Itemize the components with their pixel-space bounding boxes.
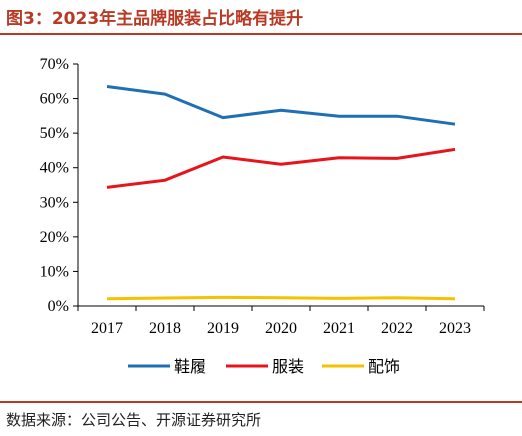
- series-line-2: [106, 147, 456, 189]
- legend-label-2: 服装: [272, 357, 304, 376]
- x-tick-label: 2022: [381, 320, 413, 337]
- y-tick-label: 60%: [40, 91, 69, 108]
- legend-label-1: 鞋履: [174, 357, 206, 376]
- series-lines: [106, 85, 456, 301]
- legend: 鞋履 服装 配饰: [128, 357, 400, 376]
- x-tick-label: 2020: [265, 320, 297, 337]
- x-tick-label: 2021: [323, 320, 355, 337]
- y-tick-label: 30%: [40, 194, 69, 211]
- x-axis: 2017 2018 2019 2020 2021 2022 2023: [77, 305, 485, 337]
- y-tick-label: 20%: [40, 229, 69, 246]
- legend-label-3: 配饰: [368, 357, 400, 376]
- title-divider: [0, 33, 522, 35]
- y-tick-label: 10%: [40, 263, 69, 280]
- y-tick-label: 50%: [40, 125, 69, 142]
- y-axis: 0% 10% 20% 30% 40% 50% 60% 70%: [40, 56, 79, 315]
- chart-title: 图3：2023年主品牌服装占比略有提升: [6, 9, 304, 29]
- series-line-1: [106, 85, 456, 126]
- x-tick-label: 2018: [149, 320, 181, 337]
- source-note: 数据来源：公司公告、开源证券研究所: [6, 411, 262, 429]
- y-tick-label: 0%: [48, 298, 69, 315]
- source-divider: [0, 401, 522, 403]
- x-tick-label: 2017: [91, 320, 123, 337]
- x-tick-label: 2023: [439, 320, 471, 337]
- y-tick-label: 40%: [40, 160, 69, 177]
- series-line-3: [106, 295, 456, 301]
- y-tick-label: 70%: [40, 56, 69, 73]
- x-tick-label: 2019: [207, 320, 239, 337]
